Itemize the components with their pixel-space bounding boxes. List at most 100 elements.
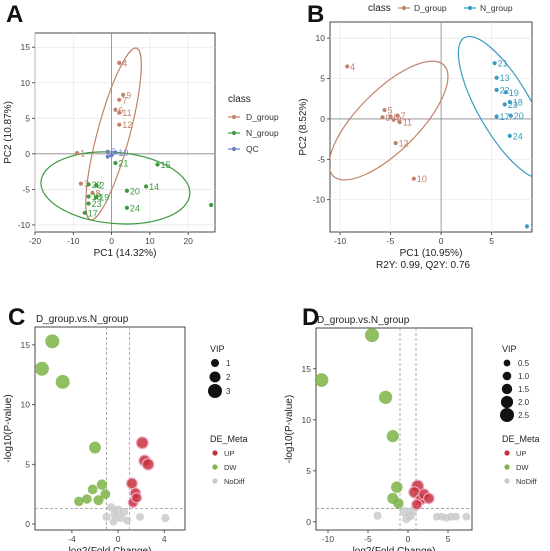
legend-label: 0.5 xyxy=(518,359,530,368)
point-label: 19 xyxy=(99,193,109,203)
legend-size-marker xyxy=(208,384,222,398)
y-axis-label: PC2 (8.52%) xyxy=(298,98,309,155)
data-point xyxy=(452,512,460,521)
data-point xyxy=(136,512,144,521)
point-label: 2 xyxy=(99,181,104,191)
x-tick-label: -5 xyxy=(387,236,395,246)
legend-de-meta: DE_Meta UP DW NoDiff xyxy=(210,434,248,486)
point-label: 21 xyxy=(118,159,128,169)
point-label: 13 xyxy=(500,73,510,83)
y-tick-label: 0 xyxy=(25,149,30,159)
data-point xyxy=(155,162,160,167)
legend-color-marker xyxy=(212,450,218,456)
point-label: 20 xyxy=(514,111,524,121)
x-tick-label: 0 xyxy=(439,236,444,246)
point-label: 22 xyxy=(500,85,510,95)
legend-de-meta: DE_Meta UP DW NoDiff xyxy=(502,434,540,486)
y-tick-label: 0 xyxy=(320,114,325,124)
data-point xyxy=(34,361,49,376)
point-label: 7 xyxy=(401,111,406,121)
panel-letter: A xyxy=(6,1,23,28)
point-label: 19 xyxy=(509,88,519,98)
data-point xyxy=(393,141,398,146)
point-label: 17 xyxy=(500,112,510,122)
point-label: 8 xyxy=(95,188,100,198)
legend-title: class xyxy=(368,3,391,14)
data-point xyxy=(391,117,396,122)
x-tick-label: 0 xyxy=(406,534,411,544)
panel-d: -10 -5 0 5 0 5 10 15 log2(Fold Change) -log10(P-v… xyxy=(284,315,540,551)
data-point xyxy=(109,517,118,526)
point-label: 4 xyxy=(122,58,127,68)
data-point xyxy=(494,114,499,119)
point-label: 24 xyxy=(513,131,523,141)
panel-title: D_group.vs.N_group xyxy=(317,315,410,326)
y-tick-label: -10 xyxy=(313,195,326,205)
point-label: 9 xyxy=(386,113,391,123)
point-label: 23 xyxy=(508,100,518,110)
panel-b: -10 -5 0 5 -10 -5 0 5 10 PC1 (10.95%) PC2 (8.52%) 4… xyxy=(298,3,533,271)
model-stats: R2Y: 0.99, Q2Y: 0.76 xyxy=(376,260,470,271)
y-tick-label: 10 xyxy=(21,400,31,410)
legend-label: NoDiff xyxy=(224,477,246,486)
y-tick-label: 10 xyxy=(302,415,312,425)
legend-label: D_group xyxy=(246,112,279,122)
data-point xyxy=(87,484,98,495)
y-tick-label: 10 xyxy=(21,78,31,88)
data-point xyxy=(113,160,118,166)
data-point xyxy=(125,477,138,490)
data-point xyxy=(100,489,111,500)
data-point xyxy=(117,97,122,102)
panel-letter: D xyxy=(302,304,319,331)
x-axis-label: PC1 (14.32%) xyxy=(94,248,157,259)
data-point xyxy=(117,60,122,65)
data-point xyxy=(94,195,99,200)
data-point xyxy=(141,458,155,471)
plot-frame xyxy=(34,32,216,233)
legend-title: VIP xyxy=(502,344,517,354)
legend-color-marker xyxy=(212,478,218,484)
data-point xyxy=(388,114,393,119)
x-axis-label: log2(Fold Change) xyxy=(353,546,436,551)
data-point xyxy=(143,184,149,189)
legend-title: DE_Meta xyxy=(502,434,540,444)
legend-marker xyxy=(401,5,407,11)
point-label: 23 xyxy=(92,199,102,209)
y-axis-label: -log10(P-value) xyxy=(284,395,295,463)
data-point xyxy=(507,133,512,138)
data-point xyxy=(74,496,84,507)
point-label: 11 xyxy=(403,118,412,128)
x-tick-label: -4 xyxy=(68,534,76,544)
confidence-ellipse-n-group xyxy=(457,35,532,180)
data-point xyxy=(373,511,382,520)
data-point xyxy=(397,120,402,125)
data-point xyxy=(113,107,118,112)
point-label: 21 xyxy=(498,59,508,69)
data-point xyxy=(502,102,507,107)
legend-size-marker xyxy=(501,383,513,395)
data-point xyxy=(393,498,404,509)
data-point xyxy=(494,87,499,92)
data-point xyxy=(45,334,60,349)
x-tick-label: 0 xyxy=(116,534,121,544)
legend-marker xyxy=(231,114,237,120)
data-point xyxy=(120,92,126,97)
data-point xyxy=(492,61,497,66)
data-point xyxy=(102,512,111,522)
point-label: 5 xyxy=(388,106,393,116)
data-point xyxy=(411,176,416,181)
data-point xyxy=(96,479,108,490)
y-tick-label: -5 xyxy=(317,154,325,164)
legend-label: 1.0 xyxy=(518,372,530,381)
legend-size-marker xyxy=(500,408,514,422)
point-label: 17 xyxy=(88,208,98,218)
legend-title: class xyxy=(228,94,251,105)
data-point xyxy=(508,113,513,118)
data-point xyxy=(524,224,530,229)
data-point xyxy=(86,201,91,206)
x-tick-label: -10 xyxy=(322,534,335,544)
legend-label: NoDiff xyxy=(516,477,538,486)
